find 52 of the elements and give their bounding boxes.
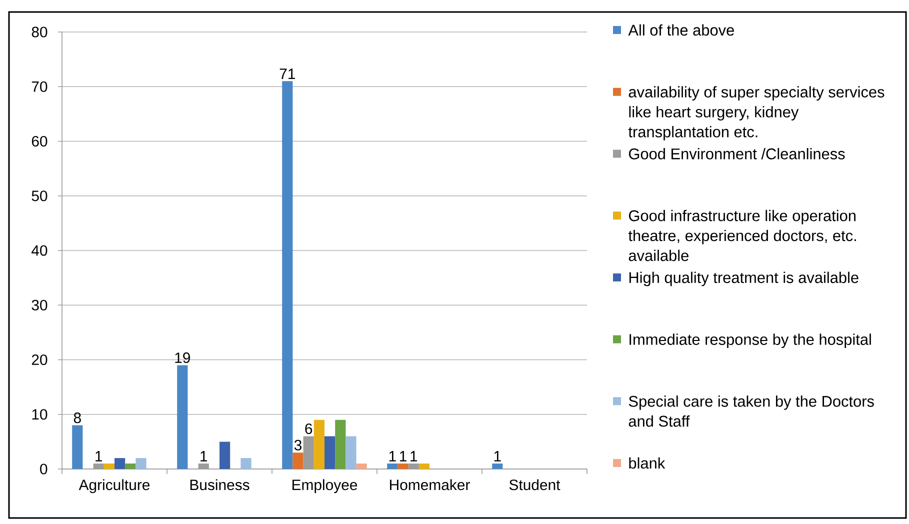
y-tick-label: 80 bbox=[32, 26, 48, 38]
bar bbox=[177, 365, 188, 469]
bar bbox=[492, 464, 503, 469]
data-label: 1 bbox=[400, 451, 406, 462]
bar bbox=[335, 420, 346, 469]
bar bbox=[104, 464, 114, 469]
bar bbox=[324, 436, 336, 469]
legend-label: All of the above bbox=[628, 24, 734, 36]
bar bbox=[125, 464, 136, 469]
y-tick-label: 70 bbox=[32, 81, 48, 92]
y-tick-label: 30 bbox=[32, 300, 48, 310]
legend-label: Special care is taken by the Doctors and Staff bbox=[628, 395, 874, 427]
data-label: 1 bbox=[200, 451, 208, 462]
y-tick-label: 0 bbox=[40, 464, 48, 474]
legend-label: Immediate response by the hospital bbox=[630, 334, 871, 348]
data-label: 6 bbox=[305, 423, 312, 434]
legend-label: High quality treatment is available bbox=[629, 272, 858, 286]
legend-label: Good Environment /Cleanliness bbox=[628, 148, 845, 160]
y-tick-label: 10 bbox=[32, 409, 48, 420]
bar bbox=[398, 464, 408, 469]
bar bbox=[314, 420, 324, 469]
data-label: 19 bbox=[175, 352, 190, 364]
bar bbox=[356, 464, 367, 469]
bar bbox=[418, 464, 430, 469]
bar bbox=[282, 81, 293, 469]
legend-label: Good infrastructure like operation theatre, experienced doctors, etc. available bbox=[628, 210, 856, 262]
data-label: 1 bbox=[96, 451, 102, 462]
y-tick-label: 20 bbox=[32, 354, 48, 366]
y-tick-label: 60 bbox=[32, 136, 48, 147]
data-label: 8 bbox=[74, 412, 81, 424]
data-label: 1 bbox=[494, 451, 501, 462]
bar bbox=[292, 452, 304, 469]
bar bbox=[387, 464, 398, 469]
y-tick-label: 40 bbox=[32, 245, 48, 256]
bar bbox=[72, 425, 83, 469]
bar bbox=[346, 436, 356, 469]
x-tick-label: Agriculture bbox=[78, 479, 150, 494]
bar bbox=[220, 442, 230, 469]
bar bbox=[114, 458, 126, 469]
x-tick-label: Student bbox=[509, 479, 560, 490]
data-label: 1 bbox=[389, 451, 396, 462]
legend-label: availability of super specialty services like heart surgery, kidney transplantation etc. bbox=[628, 86, 884, 140]
x-tick-label: Homemaker bbox=[390, 479, 470, 490]
x-tick-label: Business bbox=[190, 479, 250, 490]
legend-label: blank bbox=[629, 457, 666, 469]
bar bbox=[240, 458, 252, 469]
data-label: 3 bbox=[294, 440, 302, 450]
bar bbox=[136, 458, 146, 469]
data-label: 1 bbox=[410, 451, 418, 462]
y-tick-label: 50 bbox=[32, 190, 48, 202]
data-label: 71 bbox=[280, 68, 295, 79]
x-tick-label: Employee bbox=[292, 479, 358, 494]
